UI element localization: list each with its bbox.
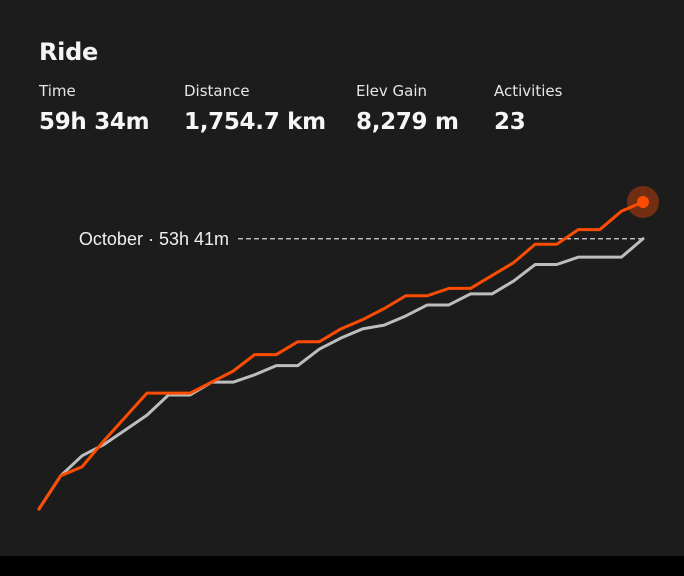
stat-time: Time 59h 34m [39,82,150,135]
stat-distance-label: Distance [184,82,250,100]
stat-time-value: 59h 34m [39,109,150,135]
stat-distance: Distance 1,754.7 km [184,82,326,135]
stat-time-label: Time [39,82,76,100]
cumulative-time-chart: October · 53h 41m [37,186,659,511]
previous-period-line [37,237,645,511]
current-point-marker [637,196,649,208]
ride-summary-card: Ride Time 59h 34m Distance 1,754.7 km El… [0,0,684,556]
sport-title: Ride [39,38,98,66]
stat-elev-gain: Elev Gain 8,279 m [356,82,459,135]
current-period-line [37,200,645,511]
stat-distance-value: 1,754.7 km [184,109,326,135]
stat-elev-gain-value: 8,279 m [356,109,459,135]
series-layer [37,186,659,511]
reference-label: October · 53h 41m [79,229,229,249]
stat-activities-label: Activities [494,82,563,100]
stat-activities: Activities 23 [494,82,562,135]
stat-activities-value: 23 [494,109,526,135]
stat-elev-gain-label: Elev Gain [356,82,428,100]
